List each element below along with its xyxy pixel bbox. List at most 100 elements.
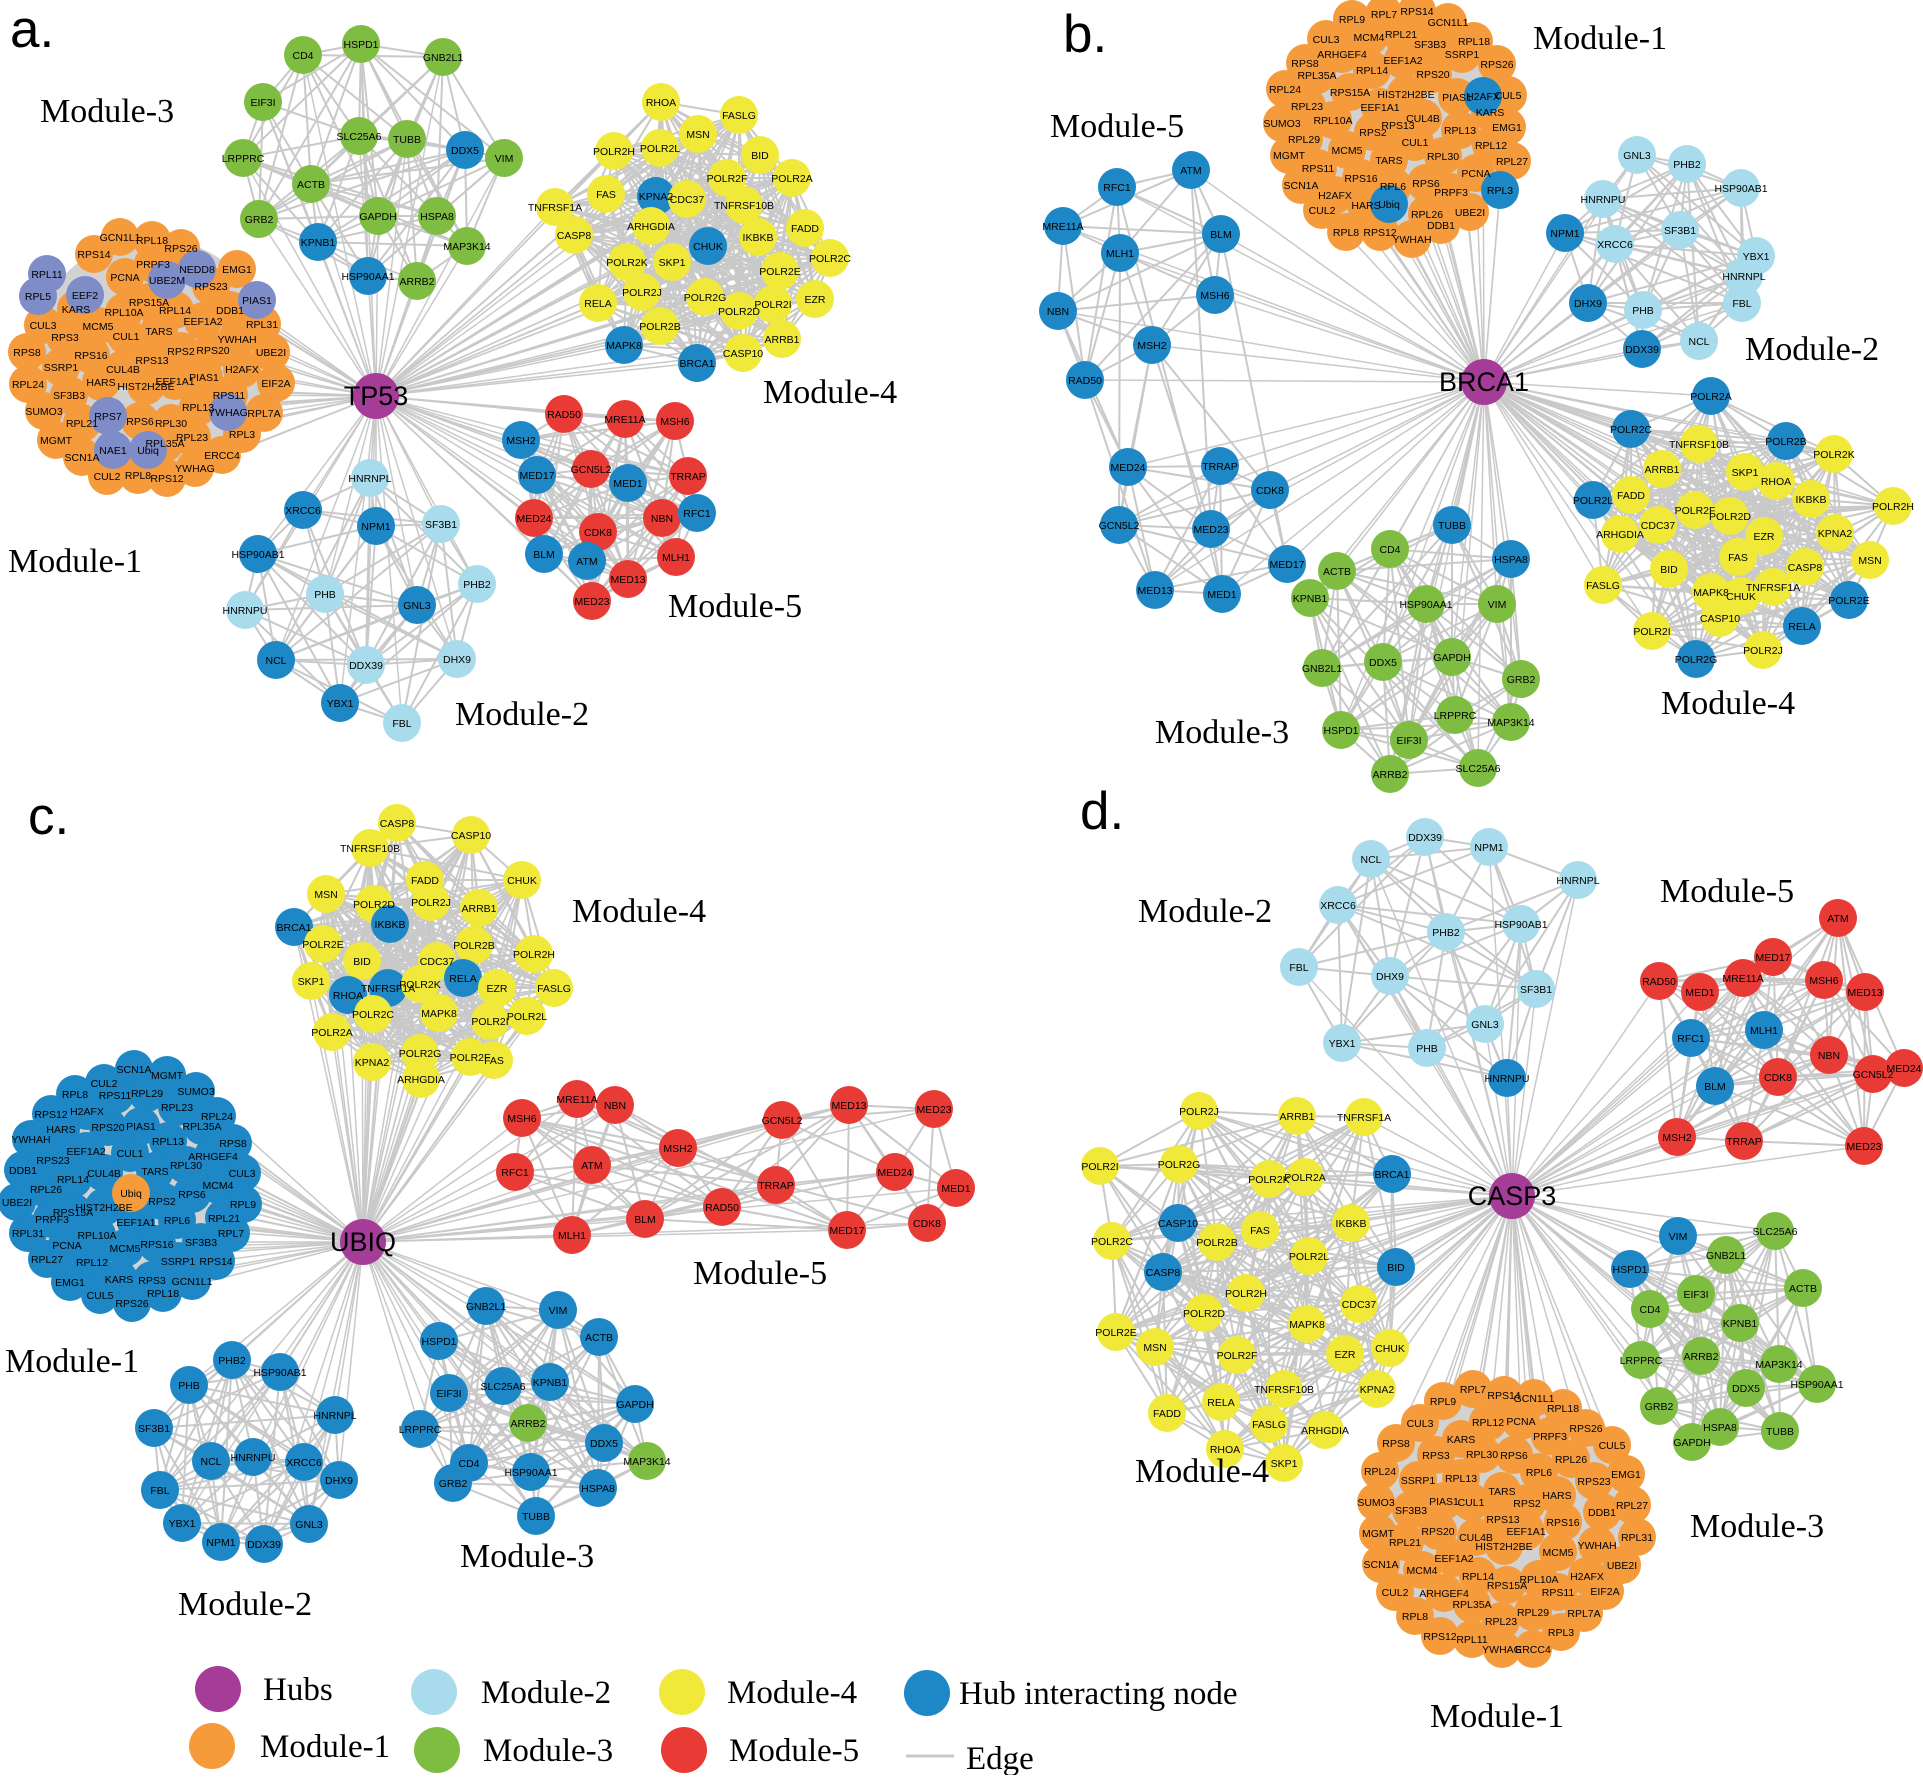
svg-text:RPL12: RPL12 <box>1475 140 1507 152</box>
svg-text:CDK8: CDK8 <box>1764 1072 1792 1084</box>
svg-text:RPS15A: RPS15A <box>1330 87 1370 99</box>
svg-text:RPS11: RPS11 <box>99 1090 132 1102</box>
svg-text:NBN: NBN <box>1047 306 1069 318</box>
svg-text:XRCC6: XRCC6 <box>1320 900 1356 912</box>
svg-text:CUL3: CUL3 <box>30 320 57 332</box>
svg-text:DHX9: DHX9 <box>325 1475 353 1487</box>
svg-text:RPS2: RPS2 <box>1513 1498 1541 1510</box>
svg-text:CUL4B: CUL4B <box>1406 113 1440 125</box>
svg-text:RHOA: RHOA <box>333 990 363 1002</box>
svg-text:RPS15A: RPS15A <box>1487 1580 1527 1592</box>
svg-text:PIAS1: PIAS1 <box>126 1121 156 1133</box>
svg-text:HIST2H2BE: HIST2H2BE <box>117 381 174 393</box>
svg-text:RPL14: RPL14 <box>1356 65 1388 77</box>
svg-text:MLH1: MLH1 <box>1750 1025 1778 1037</box>
svg-text:Edge: Edge <box>966 1741 1034 1775</box>
svg-text:TNFRSF1A: TNFRSF1A <box>361 983 415 995</box>
svg-text:RPL13: RPL13 <box>1445 1473 1477 1485</box>
svg-text:UBE2I: UBE2I <box>1607 1560 1637 1572</box>
svg-text:RPS2: RPS2 <box>167 346 195 358</box>
svg-text:KPNB1: KPNB1 <box>301 237 336 249</box>
svg-text:GNB2L1: GNB2L1 <box>466 1301 506 1313</box>
svg-text:RPS14: RPS14 <box>199 1256 232 1268</box>
svg-text:RPL18: RPL18 <box>1458 36 1490 48</box>
svg-text:NCL: NCL <box>1360 854 1381 866</box>
svg-text:MLH1: MLH1 <box>662 552 690 564</box>
svg-text:TRRAP: TRRAP <box>1726 1136 1762 1148</box>
svg-text:CHUK: CHUK <box>1375 1343 1405 1355</box>
svg-text:Hub interacting node: Hub interacting node <box>959 1676 1238 1712</box>
svg-text:ARHGDIA: ARHGDIA <box>1596 529 1644 541</box>
svg-text:MSH6: MSH6 <box>660 416 689 428</box>
svg-text:POLR2G: POLR2G <box>684 292 727 304</box>
svg-text:RPS16: RPS16 <box>140 1239 173 1251</box>
svg-text:MCM5: MCM5 <box>1332 145 1363 157</box>
svg-text:TRRAP: TRRAP <box>758 1180 794 1192</box>
svg-text:RPS12: RPS12 <box>150 473 183 485</box>
svg-text:SUMO3: SUMO3 <box>1263 118 1301 130</box>
svg-text:POLR2K: POLR2K <box>606 257 647 269</box>
svg-text:POLR2H: POLR2H <box>513 949 555 961</box>
svg-text:RPL11: RPL11 <box>31 269 62 281</box>
svg-text:HSP90AB1: HSP90AB1 <box>231 549 284 561</box>
svg-text:TUBB: TUBB <box>1766 1426 1794 1438</box>
svg-text:HSP90AA1: HSP90AA1 <box>1790 1379 1843 1391</box>
svg-text:TUBB: TUBB <box>393 134 421 146</box>
svg-text:EMG1: EMG1 <box>1611 1469 1641 1481</box>
svg-text:PHB2: PHB2 <box>218 1355 246 1367</box>
svg-text:GNL3: GNL3 <box>403 600 431 612</box>
svg-text:POLR2H: POLR2H <box>1872 501 1914 513</box>
svg-text:RPS13: RPS13 <box>1381 120 1414 132</box>
svg-text:b.: b. <box>1063 5 1107 64</box>
svg-text:BID: BID <box>751 150 769 162</box>
svg-text:DDB1: DDB1 <box>9 1165 37 1177</box>
svg-text:POLR2K: POLR2K <box>399 979 440 991</box>
svg-text:RFC1: RFC1 <box>501 1167 529 1179</box>
svg-text:EMG1: EMG1 <box>1492 122 1522 134</box>
svg-text:MGMT: MGMT <box>151 1070 184 1082</box>
svg-text:IKBKB: IKBKB <box>743 232 774 244</box>
svg-text:CHUK: CHUK <box>1726 591 1756 603</box>
svg-text:HARS: HARS <box>86 377 115 389</box>
svg-text:MSH6: MSH6 <box>1200 290 1229 302</box>
svg-text:POLR2F: POLR2F <box>450 1052 491 1064</box>
svg-text:CUL3: CUL3 <box>1313 34 1340 46</box>
svg-text:SSRP1: SSRP1 <box>1445 49 1480 61</box>
svg-text:RFC1: RFC1 <box>683 508 711 520</box>
svg-text:Module-3: Module-3 <box>1155 714 1289 751</box>
svg-text:PRPF3: PRPF3 <box>35 1214 69 1226</box>
svg-text:Module-5: Module-5 <box>729 1733 859 1769</box>
svg-text:RPS14: RPS14 <box>1400 6 1433 18</box>
svg-text:TARS: TARS <box>1488 1486 1515 1498</box>
svg-text:MED17: MED17 <box>1269 559 1304 571</box>
svg-text:POLR2D: POLR2D <box>718 306 760 318</box>
svg-text:MRE11A: MRE11A <box>604 414 645 426</box>
svg-text:RPS23: RPS23 <box>1577 1476 1610 1488</box>
svg-text:Module-1: Module-1 <box>1533 20 1667 57</box>
svg-text:ARRB2: ARRB2 <box>1683 1351 1718 1363</box>
svg-text:MCM5: MCM5 <box>110 1243 141 1255</box>
svg-text:CUL5: CUL5 <box>1495 90 1522 102</box>
svg-text:HSPD1: HSPD1 <box>421 1336 456 1348</box>
svg-text:CASP10: CASP10 <box>723 348 763 360</box>
svg-text:POLR2C: POLR2C <box>809 253 851 265</box>
svg-text:GCN1L1: GCN1L1 <box>100 232 141 244</box>
svg-text:RPS23: RPS23 <box>36 1155 69 1167</box>
svg-text:GNL3: GNL3 <box>1471 1019 1499 1031</box>
svg-text:SSRP1: SSRP1 <box>161 1256 196 1268</box>
svg-text:EEF1A2: EEF1A2 <box>183 316 222 328</box>
svg-text:RFC1: RFC1 <box>1677 1033 1705 1045</box>
svg-text:RFC1: RFC1 <box>1103 182 1131 194</box>
svg-text:MAP3K14: MAP3K14 <box>443 241 490 253</box>
svg-text:RAD50: RAD50 <box>1642 976 1676 988</box>
svg-text:PCNA: PCNA <box>110 272 139 284</box>
svg-text:MGMT: MGMT <box>40 435 73 447</box>
svg-text:RPL7: RPL7 <box>218 1228 244 1240</box>
svg-text:MED24: MED24 <box>1886 1063 1921 1075</box>
svg-text:CASP8: CASP8 <box>557 230 592 242</box>
svg-text:RPL29: RPL29 <box>1288 134 1320 146</box>
svg-text:HNRNPL: HNRNPL <box>1556 875 1599 887</box>
svg-text:RPL29: RPL29 <box>1517 1607 1549 1619</box>
svg-text:YWHAH: YWHAH <box>11 1134 50 1146</box>
svg-text:POLR2E: POLR2E <box>759 266 800 278</box>
